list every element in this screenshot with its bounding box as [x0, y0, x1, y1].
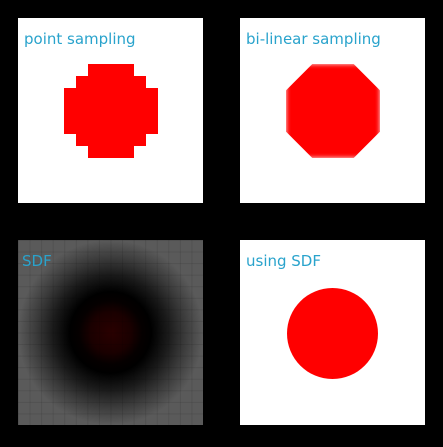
smooth-circle	[287, 288, 378, 379]
bilinear-sampling-label: bi-linear sampling	[246, 30, 381, 48]
pixelated-circle	[64, 64, 158, 158]
sdf-panel: SDF	[18, 240, 203, 425]
point-sampling-label: point sampling	[24, 30, 136, 48]
using-sdf-label: using SDF	[246, 252, 321, 270]
sdf-texel-grid	[18, 240, 203, 425]
sdf-distance-field	[18, 240, 203, 425]
sdf-label: SDF	[22, 252, 52, 270]
point-sampling-panel: point sampling	[18, 18, 203, 203]
using-sdf-panel: using SDF	[240, 240, 425, 425]
blurred-circle	[286, 64, 380, 158]
bilinear-sampling-panel: bi-linear sampling	[240, 18, 425, 203]
